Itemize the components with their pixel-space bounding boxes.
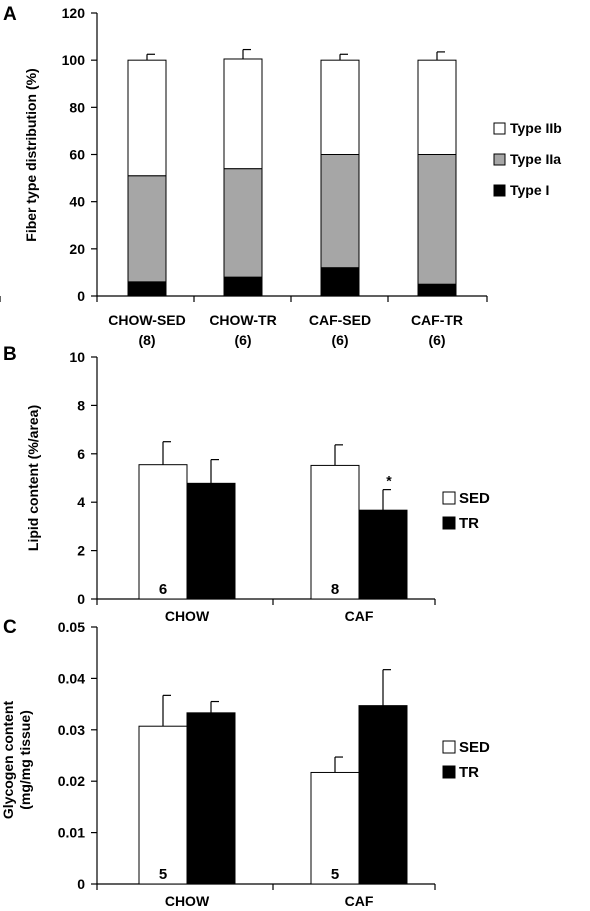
- panel-c-n-label: 8: [207, 866, 215, 883]
- panel-a-bar-type-i: [223, 276, 263, 297]
- panel-c-legend-swatch: [442, 740, 456, 754]
- panel-b-category-label: CHOW: [165, 608, 210, 624]
- panel-b-n-label: 8: [331, 581, 339, 598]
- panel-c-y-label: Glycogen content: [0, 701, 16, 820]
- panel-a-bar-type-iia: [127, 175, 167, 283]
- panel-a-bar-type-iia: [320, 154, 360, 269]
- panel-c-bar-tr: [358, 705, 408, 885]
- panel-c-y-tick-label: 0.02: [58, 773, 85, 789]
- panel-b-n-label: 6: [159, 581, 167, 598]
- panel-c-n-label: 5: [331, 866, 339, 883]
- panel-a-bar-type-iia: [417, 154, 457, 285]
- panel-c-y-tick-label: 0.05: [58, 619, 85, 635]
- panel-c-category-label: CHOW: [165, 893, 210, 909]
- panel-a-legend-label: Type IIb: [510, 120, 562, 136]
- panel-b-legend-label: TR: [459, 515, 479, 532]
- panel-a-category-n: (6): [428, 332, 445, 348]
- panel-a-legend-label: Type I: [510, 182, 549, 198]
- panel-b-n-label: 6: [379, 581, 387, 598]
- panel-a-y-tick-label: 80: [69, 99, 85, 115]
- panel-b-bar-tr: [186, 482, 236, 600]
- panel-c-legend-swatch: [442, 765, 456, 779]
- panel-a-legend-swatch: [493, 184, 506, 197]
- panel-c-y-label: (mg/mg tissue): [17, 710, 33, 810]
- panel-b-legend-swatch: [442, 491, 456, 505]
- panel-a-category-n: (8): [138, 332, 155, 348]
- panel-a-bar-type-iib: [127, 59, 167, 177]
- panel-a-y-tick-label: 0: [77, 288, 85, 304]
- panel-b-n-label: 8: [207, 581, 215, 598]
- panel-a-y-label: Fiber type distribution (%): [23, 68, 39, 241]
- panel-c-y-tick-label: 0.03: [58, 722, 85, 738]
- panel-a-legend-swatch: [493, 153, 506, 166]
- panel-b-bar-tr: [358, 509, 408, 600]
- panel-a-bar-type-i: [320, 267, 360, 297]
- panel-c-y-tick-label: 0: [77, 876, 85, 892]
- panel-a-category-label: CHOW-SED: [108, 312, 186, 328]
- panel-b-y-label: Lipid content (%/area): [25, 405, 41, 551]
- panel-b-bar-sed: [138, 464, 188, 600]
- panel-a-y-tick-label: 60: [69, 147, 85, 163]
- panel-b-y-tick-label: 2: [77, 543, 85, 559]
- panel-c-n-label: 8: [379, 866, 387, 883]
- panel-a-category-n: (6): [234, 332, 251, 348]
- panel-b-legend-swatch: [442, 516, 456, 530]
- panel-b-significance-marker: *: [386, 473, 392, 489]
- panel-a-y-tick-label: 100: [62, 52, 86, 68]
- panel-a-category-n: (6): [331, 332, 348, 348]
- panel-a: A 0 20 40 60 80 100 120 Fiber type distribution …: [0, 4, 562, 348]
- panel-a-bar-type-iia: [223, 168, 263, 278]
- panel-b-y-tick-label: 8: [77, 397, 85, 413]
- panel-a-legend-swatch: [493, 122, 506, 135]
- panel-c-bar-tr: [186, 712, 236, 885]
- panel-c-y-tick-label: 0.01: [58, 825, 85, 841]
- panel-b-y-tick-label: 6: [77, 446, 85, 462]
- panel-c-y-tick-label: 0.04: [58, 670, 85, 686]
- panel-a-category-label: CAF-SED: [309, 312, 371, 328]
- panel-b-legend-label: SED: [459, 490, 490, 507]
- panel-c-legend-label: TR: [459, 764, 479, 781]
- panel-c: C 0 0.01 0.02 0.03 0.04 0.05 Glycogen content (m…: [0, 617, 490, 909]
- panel-a-bar-type-i: [127, 281, 167, 297]
- panel-a-category-label: CAF-TR: [411, 312, 463, 328]
- panel-b-y-tick-label: 4: [77, 494, 85, 510]
- panel-a-y-tick-label: 20: [69, 241, 85, 257]
- panel-a-bar-type-iib: [417, 59, 457, 156]
- panel-a-y-tick-label: 40: [69, 194, 85, 210]
- panel-a-bar-type-i: [417, 283, 457, 297]
- panel-c-category-label: CAF: [345, 893, 374, 909]
- panel-b-label: B: [3, 344, 17, 365]
- panel-b-bar-sed: [310, 464, 360, 600]
- panel-a-bar-type-iib: [320, 59, 360, 156]
- panel-a-bar-type-iib: [223, 58, 263, 170]
- panel-c-bar-sed: [138, 725, 188, 885]
- panel-b: B 0 2 4 6 8 10 Lipid content (%/area) 6 8 CHOW 8 6 CA…: [3, 344, 490, 624]
- panel-a-legend-label: Type IIa: [510, 151, 561, 167]
- panel-b-category-label: CAF: [345, 608, 374, 624]
- panel-a-y-tick-label: 120: [62, 5, 86, 21]
- panel-c-label: C: [3, 617, 17, 638]
- panel-c-n-label: 5: [159, 866, 167, 883]
- panel-a-label: A: [3, 4, 17, 25]
- panel-b-y-tick-label: 0: [77, 591, 85, 607]
- panel-a-category-label: CHOW-TR: [209, 312, 276, 328]
- panel-b-y-tick-label: 10: [69, 349, 85, 365]
- panel-c-legend-label: SED: [459, 739, 490, 756]
